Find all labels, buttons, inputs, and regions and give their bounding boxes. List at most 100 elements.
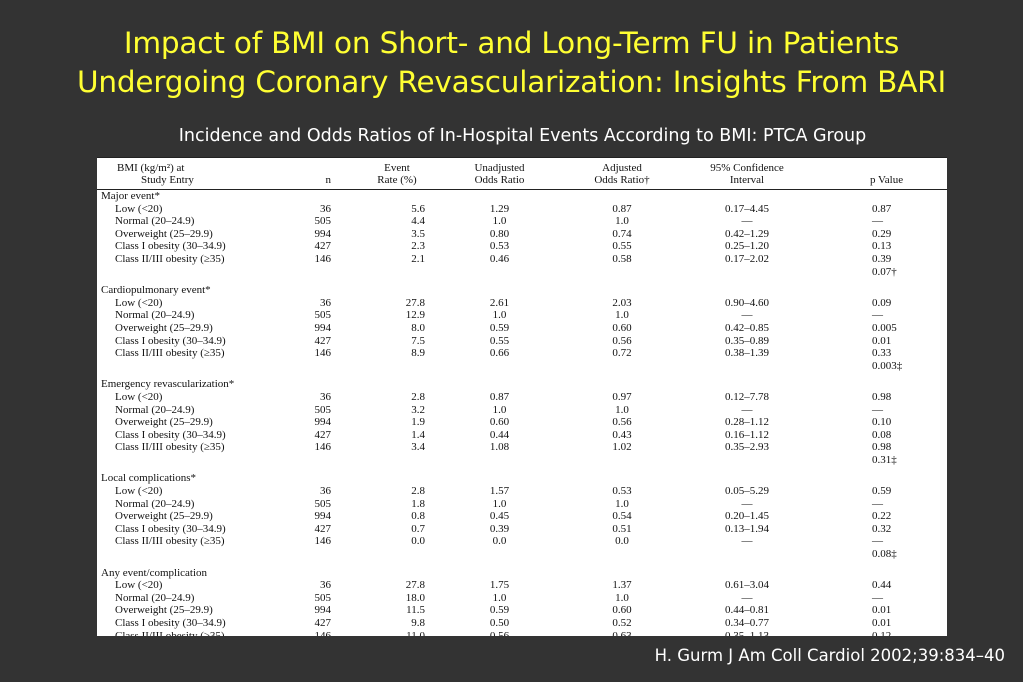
cell-unadjusted-or: 0.45	[489, 510, 510, 523]
empty-cell	[287, 548, 337, 561]
cell-p-value: 0.59	[872, 485, 892, 498]
cell-confidence-interval: 0.12–7.78	[725, 390, 769, 403]
table-row: Low (<20) 36 27.8 2.61 2.03 0.90–4.60 0.09	[97, 297, 947, 310]
empty-cell	[287, 454, 337, 467]
row-label: Normal (20–24.9)	[115, 309, 195, 322]
overall-p-value: 0.003‡	[872, 359, 903, 372]
cell-event-rate: 2.8	[411, 485, 425, 498]
row-label: Overweight (25–29.9)	[115, 227, 213, 240]
row-label: Class II/III obesity (≥35)	[115, 252, 225, 265]
cell-confidence-interval: 0.35–2.93	[725, 441, 769, 454]
table-row: Class I obesity (30–34.9) 427 7.5 0.55 0.56 0…	[97, 335, 947, 348]
group-header-row: Cardiopulmonary event*	[97, 284, 947, 297]
row-label: Normal (20–24.9)	[115, 591, 195, 604]
cell-confidence-interval: —	[741, 215, 753, 228]
cell-unadjusted-or: 1.0	[492, 215, 507, 228]
cell-n: 36	[320, 390, 331, 403]
cell-event-rate: 8.9	[411, 347, 425, 360]
cell-confidence-interval: 0.35–0.89	[725, 334, 769, 347]
row-label: Overweight (25–29.9)	[115, 510, 213, 523]
cell-p-value: —	[872, 591, 883, 604]
cell-p-value: —	[872, 215, 883, 228]
cell-n: 146	[314, 535, 332, 548]
row-label: Class I obesity (30–34.9)	[115, 334, 226, 347]
row-label: Class I obesity (30–34.9)	[115, 617, 226, 629]
row-label: Low (<20)	[115, 390, 163, 403]
cell-event-rate: 1.9	[411, 416, 425, 429]
cell-confidence-interval: 0.90–4.60	[725, 296, 769, 309]
group-name: Any event/complication	[101, 566, 207, 579]
table-caption: Incidence and Odds Ratios of In-Hospital…	[178, 126, 867, 146]
table-row: Class II/III obesity (≥35) 146 2.1 0.46 0.58…	[97, 253, 947, 266]
cell-unadjusted-or: 1.29	[489, 202, 510, 215]
cell-unadjusted-or: 0.39	[489, 522, 510, 535]
cell-unadjusted-or: 1.0	[492, 591, 507, 604]
cell-n: 36	[320, 202, 331, 215]
group-header-row: Any event/complication	[97, 567, 947, 580]
cell-unadjusted-or: 0.80	[489, 227, 510, 240]
header-event-rate-line-2: Rate (%)	[377, 173, 417, 186]
empty-cell	[562, 454, 682, 467]
cell-p-value: 0.29	[872, 227, 892, 240]
cell-unadjusted-or: 0.55	[489, 334, 510, 347]
table-row: Normal (20–24.9) 505 4.4 1.0 1.0 — —	[97, 215, 947, 228]
row-label: Normal (20–24.9)	[115, 497, 195, 510]
group-header-row: Local complications*	[97, 472, 947, 485]
table-row: Normal (20–24.9) 505 12.9 1.0 1.0 — —	[97, 309, 947, 322]
cell-p-value: 0.87	[872, 202, 892, 215]
cell-adjusted-or: 1.0	[615, 403, 629, 416]
table-header-row: BMI (kg/m²) at Study Entry n Event Rate …	[97, 157, 947, 190]
cell-adjusted-or: 1.0	[615, 497, 629, 510]
cell-p-value: —	[872, 535, 883, 548]
cell-adjusted-or: 0.58	[612, 252, 632, 265]
row-label: Normal (20–24.9)	[115, 403, 195, 416]
row-label: Class II/III obesity (≥35)	[115, 347, 225, 360]
row-label: Low (<20)	[115, 485, 163, 498]
cell-unadjusted-or: 0.50	[489, 617, 510, 629]
table-panel: BMI (kg/m²) at Study Entry n Event Rate …	[97, 157, 947, 636]
cell-p-value: 0.22	[872, 510, 892, 523]
cell-unadjusted-or: 1.0	[492, 309, 507, 322]
cell-event-rate: 11.5	[406, 604, 425, 617]
empty-cell	[97, 548, 287, 561]
cell-p-value: 0.98	[872, 441, 892, 454]
header-confidence-interval: 95% Confidence Interval	[682, 157, 812, 190]
cell-unadjusted-or: 0.66	[489, 347, 510, 360]
cell-p-value: 0.005	[872, 321, 897, 334]
empty-cell	[682, 454, 812, 467]
cell-event-rate: 4.4	[411, 215, 425, 228]
cell-n: 427	[314, 522, 332, 535]
header-ci-line-2: Interval	[729, 173, 765, 186]
cell-adjusted-or: 0.56	[612, 334, 632, 347]
cell-unadjusted-or: 0.60	[489, 416, 510, 429]
row-label: Low (<20)	[115, 296, 163, 309]
cell-event-rate: 27.8	[405, 296, 425, 309]
row-label: Overweight (25–29.9)	[115, 321, 213, 334]
cell-adjusted-or: 0.63	[612, 629, 632, 636]
overall-p-row: 0.08‡	[97, 548, 947, 561]
table-row: Class II/III obesity (≥35) 146 11.0 0.56 0.6…	[97, 630, 947, 636]
empty-cell	[682, 266, 812, 279]
cell-adjusted-or: 0.60	[612, 604, 632, 617]
cell-n: 994	[314, 604, 332, 617]
header-event-rate-line-1: Event	[384, 162, 410, 174]
header-adjusted-line-2: Odds Ratio†	[594, 173, 650, 186]
empty-cell	[562, 360, 682, 373]
table-body: Major event* Low (<20) 36 5.6 1.29 0.87 0.17–4…	[97, 190, 947, 636]
group-name: Cardiopulmonary event*	[101, 284, 211, 297]
empty-cell	[287, 360, 337, 373]
empty-cell	[682, 360, 812, 373]
cell-p-value: 0.39	[872, 252, 892, 265]
empty-cell	[97, 360, 287, 373]
cell-event-rate: 2.1	[411, 252, 425, 265]
cell-unadjusted-or: 0.0	[492, 535, 507, 548]
table-row: Low (<20) 36 27.8 1.75 1.37 0.61–3.04 0.44	[97, 579, 947, 592]
cell-p-value: 0.01	[872, 604, 892, 617]
row-label: Normal (20–24.9)	[115, 215, 195, 228]
table-row: Class I obesity (30–34.9) 427 2.3 0.53 0.55 0…	[97, 240, 947, 253]
cell-unadjusted-or: 0.53	[489, 240, 510, 253]
overall-p-value: 0.08‡	[872, 548, 897, 561]
cell-adjusted-or: 1.37	[612, 579, 632, 592]
table-row: Class I obesity (30–34.9) 427 9.8 0.50 0.52 0…	[97, 617, 947, 630]
overall-p-value: 0.31‡	[872, 453, 897, 466]
